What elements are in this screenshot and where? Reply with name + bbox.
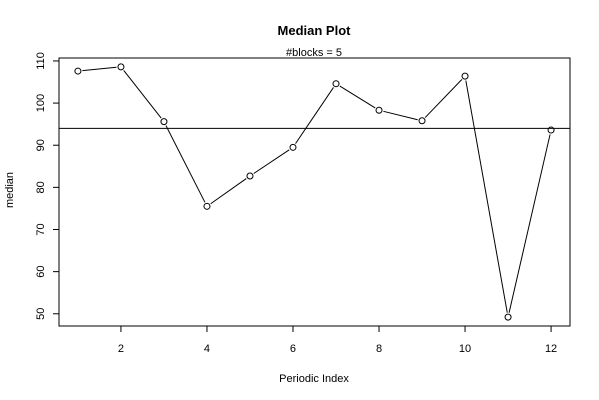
y-tick-label: 110 — [35, 52, 47, 70]
x-tick-label: 4 — [204, 343, 210, 355]
x-tick-label: 2 — [118, 343, 124, 355]
data-point — [289, 143, 297, 151]
axes-layer: 2 4 6 8 10 12 50 60 70 80 90 100 110 — [35, 52, 571, 355]
series-segment — [82, 66, 117, 72]
data-point — [246, 172, 254, 180]
y-tick-label: 60 — [35, 266, 47, 278]
series-segment — [295, 87, 334, 144]
x-tick-label: 8 — [376, 343, 382, 355]
x-tick-label: 10 — [459, 343, 471, 355]
data-point — [461, 72, 469, 80]
series-segment — [339, 85, 376, 109]
y-axis-label: median — [4, 172, 16, 208]
y-tick-label: 70 — [35, 223, 47, 235]
series-segment — [165, 125, 206, 203]
data-point — [160, 118, 168, 126]
chart-subtitle: #blocks = 5 — [286, 47, 342, 59]
y-tick-label: 90 — [35, 139, 47, 151]
data-point — [203, 202, 211, 210]
chart-title: Median Plot — [278, 23, 352, 38]
data-point — [547, 126, 555, 134]
x-tick-label: 12 — [545, 343, 557, 355]
series-segment — [508, 134, 551, 313]
series-layer — [74, 63, 555, 321]
y-tick-label: 50 — [35, 308, 47, 320]
plot-frame — [58, 57, 571, 327]
series-segment — [253, 149, 290, 174]
series-segment — [424, 79, 463, 118]
data-point — [332, 80, 340, 88]
data-point — [117, 63, 125, 71]
x-tick-label: 6 — [290, 343, 296, 355]
data-point — [375, 106, 383, 114]
series-segment — [210, 178, 247, 205]
y-tick-label: 100 — [35, 94, 47, 112]
x-axis-label: Periodic Index — [279, 373, 349, 385]
data-point — [74, 67, 82, 75]
series-segment — [123, 70, 162, 119]
y-tick-label: 80 — [35, 181, 47, 193]
data-point — [504, 313, 512, 321]
series-segment — [465, 80, 508, 313]
series-segment — [383, 110, 418, 121]
data-point — [418, 117, 426, 125]
